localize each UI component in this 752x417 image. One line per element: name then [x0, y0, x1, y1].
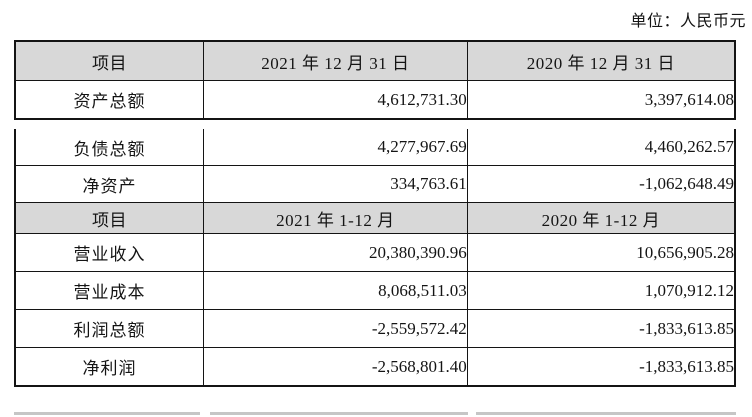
value-2020-cell: -1,062,648.49 — [466, 165, 736, 203]
row-label-total-assets: 资产总额 — [14, 80, 205, 120]
value-2021-cell: 8,068,511.03 — [203, 271, 468, 310]
table-header-row: 项目 2021 年 12 月 31 日 2020 年 12 月 31 日 — [14, 40, 736, 81]
value-2021-cell: 4,612,731.30 — [203, 80, 468, 120]
row-label-total-liabilities: 负债总额 — [14, 129, 205, 166]
row-label-net-assets: 净资产 — [14, 165, 205, 203]
value-2020-cell: 10,656,905.28 — [466, 233, 736, 272]
table-row: 净资产 334,763.61 -1,062,648.49 — [14, 165, 736, 203]
header-2020-period-cell: 2020 年 1-12 月 — [466, 202, 736, 234]
value-2021-cell: -2,568,801.40 — [203, 347, 468, 387]
value-2020-cell: -1,833,613.85 — [466, 309, 736, 348]
partial-cell-edge — [14, 412, 200, 415]
value-2020-cell: 1,070,912.12 — [466, 271, 736, 310]
value-2021-cell: -2,559,572.42 — [203, 309, 468, 348]
next-row-partial-edge — [14, 412, 736, 416]
table-row: 营业成本 8,068,511.03 1,070,912.12 — [14, 271, 736, 310]
value-2021-cell: 4,277,967.69 — [203, 129, 468, 166]
balance-table-top-fragment: 项目 2021 年 12 月 31 日 2020 年 12 月 31 日 资产总… — [14, 40, 736, 120]
row-label-operating-cost: 营业成本 — [14, 271, 205, 310]
header-2021-date-cell: 2021 年 12 月 31 日 — [203, 40, 468, 81]
header-2020-date-cell: 2020 年 12 月 31 日 — [466, 40, 736, 81]
value-2020-cell: -1,833,613.85 — [466, 347, 736, 387]
row-label-total-profit: 利润总额 — [14, 309, 205, 348]
table-row: 净利润 -2,568,801.40 -1,833,613.85 — [14, 347, 736, 387]
row-label-operating-revenue: 营业收入 — [14, 233, 205, 272]
value-2020-cell: 3,397,614.08 — [466, 80, 736, 120]
header-item-cell: 项目 — [14, 40, 205, 81]
currency-unit-label: 单位：人民币元 — [630, 13, 746, 30]
value-2021-cell: 20,380,390.96 — [203, 233, 468, 272]
table-row: 负债总额 4,277,967.69 4,460,262.57 — [14, 129, 736, 166]
row-label-net-profit: 净利润 — [14, 347, 205, 387]
value-2021-cell: 334,763.61 — [203, 165, 468, 203]
table-row: 资产总额 4,612,731.30 3,397,614.08 — [14, 80, 736, 120]
table-row: 利润总额 -2,559,572.42 -1,833,613.85 — [14, 309, 736, 348]
value-2020-cell: 4,460,262.57 — [466, 129, 736, 166]
header-item-cell: 项目 — [14, 202, 205, 234]
partial-cell-edge — [476, 412, 736, 415]
table-row: 营业收入 20,380,390.96 10,656,905.28 — [14, 233, 736, 272]
financial-table-bottom-fragment: 负债总额 4,277,967.69 4,460,262.57 净资产 334,7… — [14, 129, 736, 387]
table-header-row: 项目 2021 年 1-12 月 2020 年 1-12 月 — [14, 202, 736, 234]
header-2021-period-cell: 2021 年 1-12 月 — [203, 202, 468, 234]
partial-cell-edge — [210, 412, 468, 415]
